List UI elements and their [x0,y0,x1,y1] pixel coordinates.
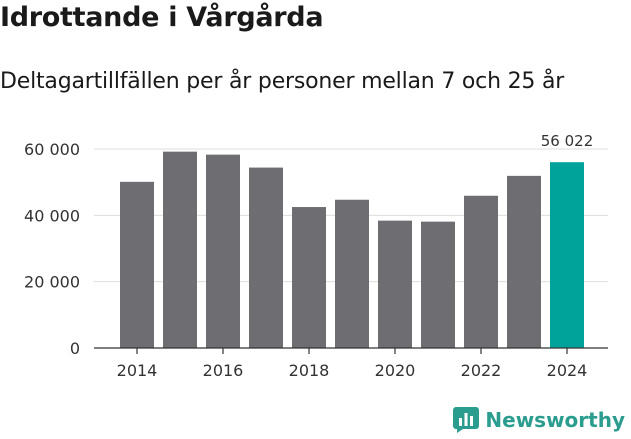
chart-subtitle: Deltagartillfällen per år personer mella… [0,69,565,94]
x-tick-label: 2024 [547,361,588,380]
highlight-value-label: 56 022 [541,132,594,150]
bar-2024 [550,162,584,348]
bar-2014 [120,181,154,348]
bar-2017 [249,167,283,348]
brand-logo: Newsworthy [453,407,625,433]
bar-2019 [335,199,369,348]
x-tick-label: 2018 [289,361,330,380]
y-tick-label: 40 000 [24,206,80,225]
bar-2015 [163,151,197,348]
brand-name: Newsworthy [485,408,625,432]
bar-2023 [507,175,541,348]
bar-2022 [464,195,498,348]
y-tick-label: 60 000 [24,140,80,159]
x-tick-label: 2020 [375,361,416,380]
bar-2018 [292,207,326,348]
bar-chart-icon [453,407,480,433]
bar-2021 [421,221,455,348]
chart-title: Idrottande i Vårgårda [0,2,324,33]
y-tick-label: 20 000 [24,273,80,292]
x-tick-label: 2016 [203,361,244,380]
bar-2016 [206,154,240,348]
x-tick-label: 2014 [117,361,158,380]
y-tick-label: 0 [70,339,80,358]
x-tick-label: 2022 [461,361,502,380]
bar-2020 [378,220,412,348]
